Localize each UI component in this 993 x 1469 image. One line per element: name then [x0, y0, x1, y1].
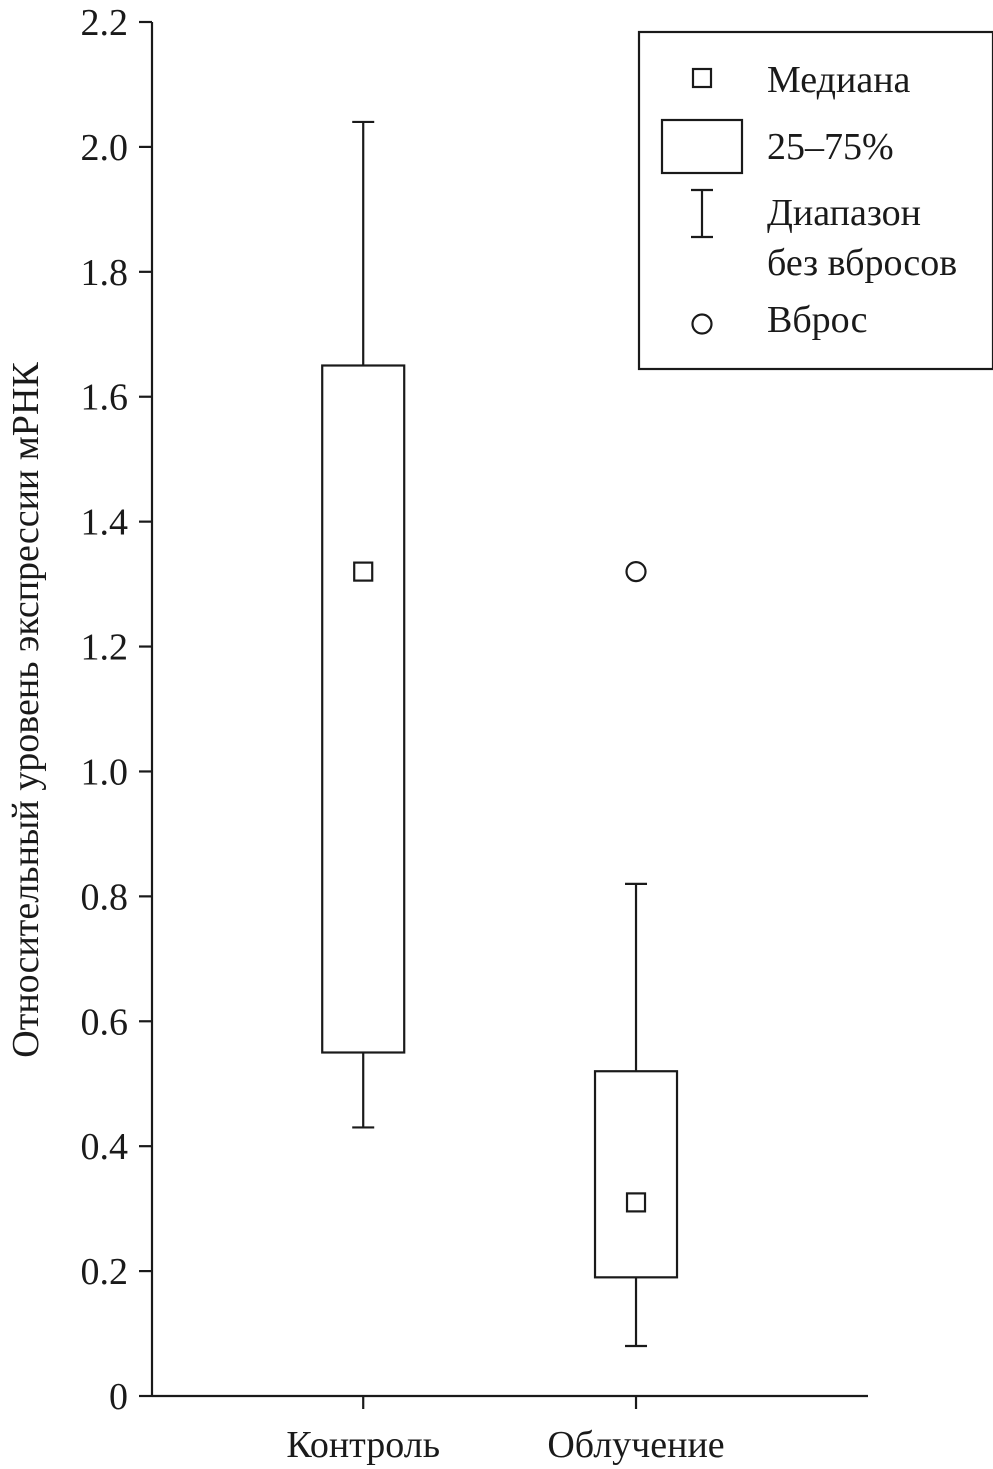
y-tick-label: 1.4 — [81, 502, 129, 544]
iqr-box — [593, 1070, 679, 1279]
y-tick-label: 0.4 — [81, 1126, 129, 1168]
outlier-marker — [625, 560, 647, 583]
legend-box-icon — [660, 118, 744, 175]
legend-median-label: Медиана — [767, 59, 911, 101]
iqr-box — [321, 364, 406, 1054]
legend-median-square-icon — [691, 67, 713, 89]
y-tick-label: 2.0 — [81, 127, 129, 169]
y-tick-label: 0.6 — [81, 1001, 129, 1043]
legend-whisker-label-line2: без вбросов — [767, 242, 957, 284]
y-tick-label: 1.6 — [81, 377, 129, 419]
legend-whisker-icon — [691, 188, 713, 239]
y-tick-label: 1.2 — [81, 627, 129, 669]
y-tick-label: 2.2 — [81, 2, 129, 44]
y-axis-ticks: 0 0.2 0.4 0.6 0.8 1.0 1.2 1.4 1.6 1.8 2.0 2.2 — [81, 2, 152, 1418]
legend-outlier-label: Вброс — [767, 299, 868, 341]
box-group — [321, 120, 406, 1129]
legend-box-label: 25–75% — [767, 126, 894, 168]
y-tick-label: 1.0 — [81, 751, 129, 793]
x-axis-ticks: Контроль Облучение — [286, 1396, 725, 1466]
legend-outlier-circle-icon — [691, 313, 713, 335]
y-tick-label: 0.2 — [81, 1251, 129, 1293]
x-category-label: Контроль — [286, 1424, 440, 1466]
y-tick-label: 0 — [109, 1376, 128, 1418]
y-tick-label: 0.8 — [81, 876, 129, 918]
legend-frame — [637, 30, 993, 371]
y-axis-title: Относительный уровень экспрессии мРНК — [5, 362, 47, 1058]
median-marker — [353, 561, 374, 582]
legend: Медиана 25–75% Диапазон без вбросов Вбро… — [637, 30, 993, 371]
legend-whisker-label: Диапазон — [767, 192, 921, 234]
y-tick-label: 1.8 — [81, 252, 129, 294]
median-marker — [625, 1192, 647, 1213]
x-category-label: Облучение — [547, 1424, 724, 1466]
box-series — [321, 120, 679, 1348]
box-group — [593, 560, 679, 1348]
